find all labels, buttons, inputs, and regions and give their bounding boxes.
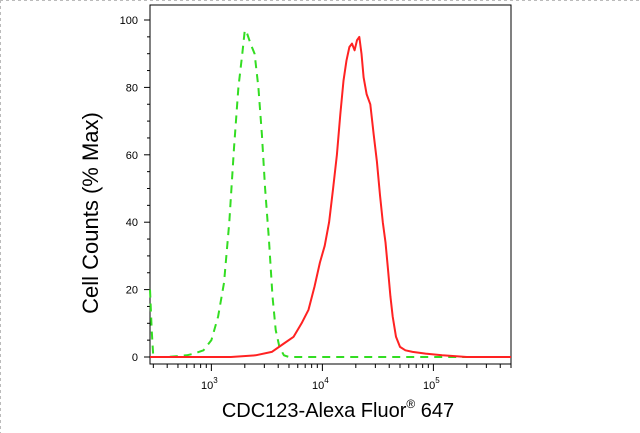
y-tick-label: 20 bbox=[126, 285, 138, 297]
x-tick-label-exponent: 3 bbox=[213, 376, 218, 385]
y-axis: 0 20 40 60 80 100 bbox=[120, 15, 150, 364]
y-tick-label: 0 bbox=[132, 352, 138, 364]
x-tick-label: 103 bbox=[201, 376, 218, 392]
x-tick-label-base: 10 bbox=[201, 380, 213, 392]
x-axis-label-suffix: 647 bbox=[415, 400, 454, 422]
x-tick-label: 105 bbox=[423, 376, 440, 392]
x-axis: 103 104 105 bbox=[152, 364, 512, 392]
plot-area bbox=[149, 4, 512, 365]
x-tick-label-base: 10 bbox=[423, 380, 435, 392]
y-tick-label: 40 bbox=[126, 217, 138, 229]
y-tick-label: 60 bbox=[126, 150, 138, 162]
x-tick-label-exponent: 4 bbox=[324, 376, 329, 385]
x-axis-label-prefix: CDC123-Alexa Fluor bbox=[222, 400, 407, 422]
series-layer bbox=[149, 29, 511, 358]
series-line-control-dashed bbox=[149, 29, 511, 358]
y-tick-label: 80 bbox=[126, 82, 138, 94]
x-tick-label-exponent: 5 bbox=[435, 376, 440, 385]
y-tick-label: 100 bbox=[120, 15, 138, 27]
y-axis-label: Cell Counts (% Max) bbox=[78, 112, 103, 314]
x-tick-label: 104 bbox=[312, 376, 329, 392]
series-line-sample-solid bbox=[150, 35, 511, 358]
x-tick-label-base: 10 bbox=[312, 380, 324, 392]
plot-frame bbox=[149, 4, 512, 365]
x-axis-label: CDC123-Alexa Fluor® 647 bbox=[222, 397, 454, 422]
x-axis-label-superscript: ® bbox=[406, 397, 415, 411]
